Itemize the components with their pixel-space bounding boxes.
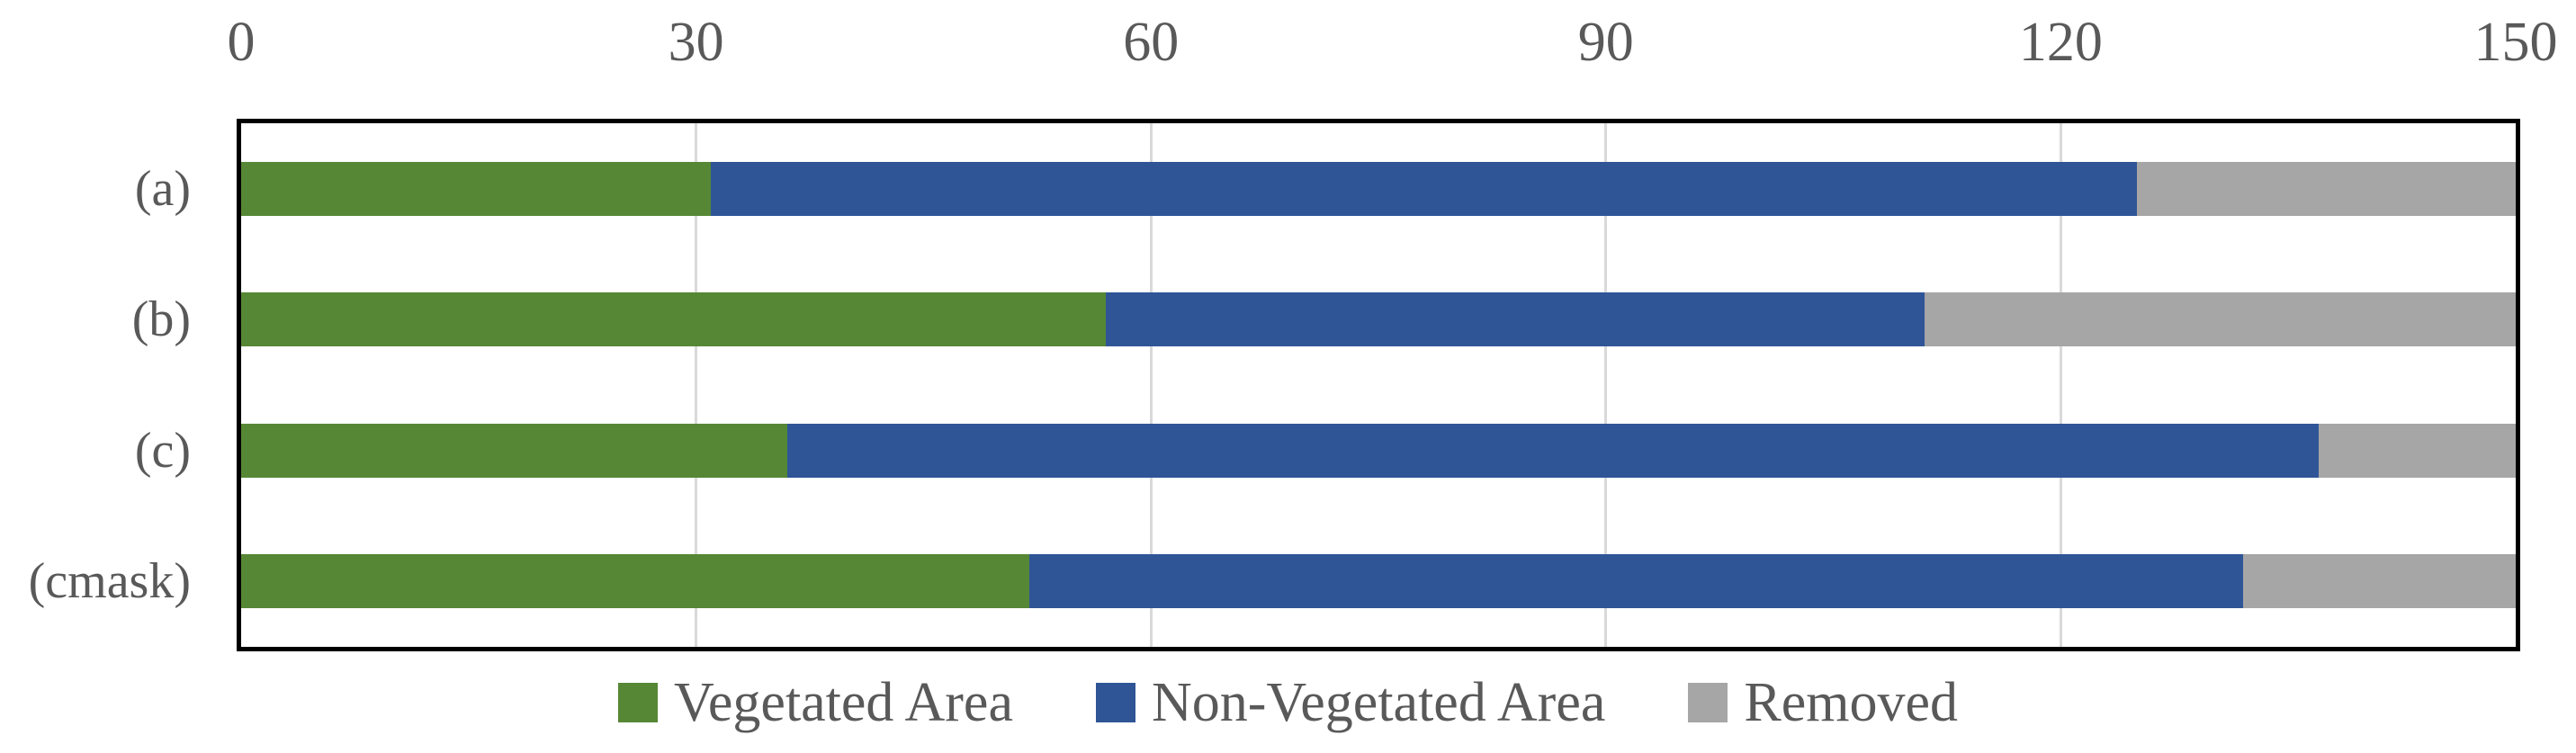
x-axis-tick-label: 60 — [1123, 12, 1180, 73]
bar-segment-removed — [2136, 161, 2516, 216]
bar-segment-vegetated-area — [241, 161, 712, 216]
bar-segment-non-vegetated-area — [786, 423, 2319, 478]
bar-segment-removed — [2318, 423, 2516, 478]
bar-segment-non-vegetated-area — [1105, 292, 1925, 347]
x-axis-tick-label: 90 — [1577, 12, 1634, 73]
legend-swatch-removed — [1688, 683, 1728, 722]
gridline — [1604, 123, 1608, 647]
bar-segment-vegetated-area — [241, 554, 1030, 609]
legend-swatch-vegetated-area — [618, 683, 658, 722]
category-label: (b) — [131, 291, 191, 348]
gridline — [695, 123, 698, 647]
bar-segment-non-vegetated-area — [711, 161, 2137, 216]
category-label: (cmask) — [28, 553, 191, 610]
legend-label: Non-Vegetated Area — [1151, 672, 1606, 733]
bar-segment-vegetated-area — [241, 423, 787, 478]
legend: Vegetated Area Non-Vegetated Area Removed — [0, 675, 2576, 731]
gridline — [1149, 123, 1153, 647]
legend-item-removed: Removed — [1688, 675, 1958, 731]
bar-segment-removed — [2242, 554, 2516, 609]
x-axis-tick-label: 120 — [2018, 12, 2103, 73]
legend-item-non-vegetated-area: Non-Vegetated Area — [1095, 672, 1606, 733]
legend-label: Removed — [1744, 672, 1958, 733]
category-label: (a) — [134, 160, 191, 217]
gridline — [2059, 123, 2062, 647]
x-axis-tick-label: 0 — [227, 12, 256, 73]
x-axis-tick-label: 30 — [668, 12, 724, 73]
bar-segment-removed — [1924, 292, 2516, 347]
bar-segment-vegetated-area — [241, 292, 1106, 347]
category-label: (c) — [134, 422, 191, 479]
bar-segment-non-vegetated-area — [1029, 554, 2243, 609]
legend-label: Vegetated Area — [674, 672, 1013, 733]
plot-area — [237, 119, 2520, 651]
x-axis-tick-label: 150 — [2473, 12, 2558, 73]
legend-item-vegetated-area: Vegetated Area — [618, 675, 1013, 731]
legend-swatch-non-vegetated-area — [1095, 683, 1135, 722]
